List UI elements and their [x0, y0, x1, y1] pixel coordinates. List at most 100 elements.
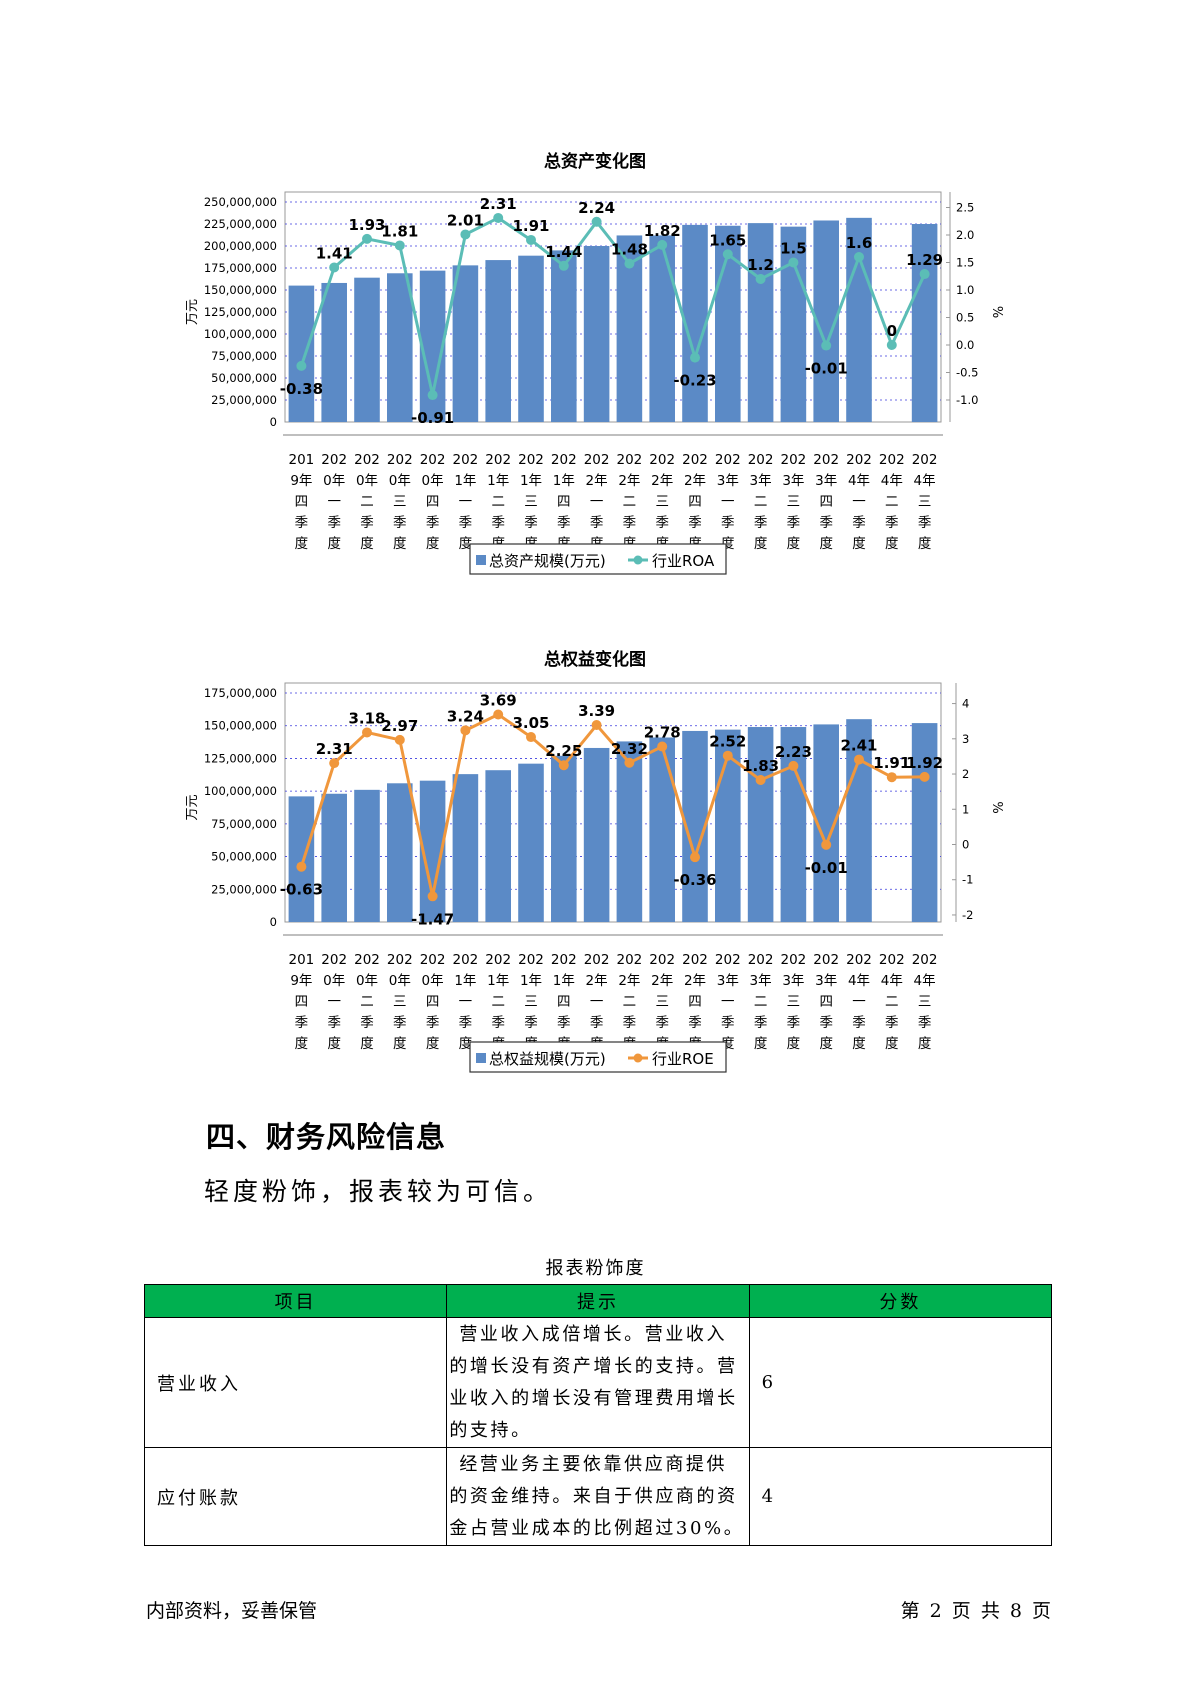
x-tick-label: 2年 — [684, 473, 706, 489]
x-tick-label: 一 — [590, 494, 604, 510]
legend-bar-label: 总权益规模(万元) — [489, 1050, 606, 1068]
data-label: 1.93 — [348, 216, 385, 234]
legend-bar-label: 总资产规模(万元) — [489, 552, 606, 570]
table-cell-score: 6 — [748, 1317, 1053, 1448]
x-tick-label: 4年 — [914, 973, 936, 989]
x-tick-label: 3年 — [750, 473, 772, 489]
data-label: 1.2 — [747, 256, 774, 274]
y2-tick-label: 2.5 — [956, 201, 974, 215]
x-tick-label: 2年 — [651, 473, 673, 489]
table-header: 项目 — [143, 1284, 448, 1318]
x-tick-label: 季 — [918, 1015, 932, 1031]
total-equity-chart: 总权益变化图 175,000,000 150,000,000 125,000,000 1… — [0, 638, 1191, 1098]
x-tick-label: 202 — [649, 952, 675, 968]
x-tick-label: 202 — [617, 452, 643, 468]
x-tick-label: 度 — [426, 536, 440, 552]
y2-tick-label: -1.0 — [956, 393, 978, 407]
bar — [911, 723, 938, 922]
x-tick-label: 3年 — [782, 473, 804, 489]
line-point — [886, 340, 897, 350]
x-tick-label: 202 — [453, 952, 479, 968]
x-tick-label: 三 — [918, 494, 932, 510]
y-tick-label: 150,000,000 — [204, 283, 277, 297]
x-tick-label: 季 — [360, 515, 374, 531]
y2-tick-label: -1 — [962, 873, 973, 887]
data-label: 2.41 — [840, 737, 877, 755]
x-tick-label: 1年 — [520, 473, 542, 489]
table-row: 营业收入 营业收入成倍增长。营业收入的增长没有资产增长的支持。营业收入的增长没有… — [143, 1317, 1053, 1448]
x-tick-label: 三 — [787, 494, 801, 510]
x-tick-label: 季 — [852, 1015, 866, 1031]
x-tick-label: 3年 — [815, 473, 837, 489]
x-tick-label: 度 — [327, 536, 341, 552]
data-label: 2.24 — [578, 199, 615, 217]
table-cell-hint: 营业收入成倍增长。营业收入的增长没有资产增长的支持。营业收入的增长没有管理费用增… — [446, 1317, 750, 1448]
x-tick-label: 9年 — [290, 473, 312, 489]
bar — [321, 282, 347, 422]
x-tick-label: 3年 — [750, 973, 772, 989]
x-tick-label: 四 — [295, 494, 309, 510]
line-point — [722, 249, 733, 260]
x-tick-label: 度 — [393, 1036, 407, 1052]
line-point — [690, 852, 700, 863]
x-tick-label: 2年 — [586, 473, 608, 489]
line-point — [886, 772, 897, 783]
x-tick-label: 202 — [748, 452, 774, 468]
legend-line-label: 行业ROA — [652, 552, 715, 570]
footer-page-number: 第 2 页 共 8 页 — [900, 1600, 1051, 1622]
bar — [452, 774, 479, 922]
x-tick-label: 季 — [721, 515, 735, 531]
y-tick-label: 75,000,000 — [211, 817, 277, 831]
y2-tick-label: -2 — [962, 908, 973, 922]
x-tick-label: 202 — [551, 452, 577, 468]
bar — [846, 719, 872, 922]
bar — [288, 285, 315, 422]
x-tick-label: 三 — [393, 994, 407, 1010]
x-tick-label: 季 — [655, 1015, 669, 1031]
y2-axis-label: % — [989, 801, 1004, 813]
x-tick-label: 4年 — [848, 473, 870, 489]
footer-left: 内部资料，妥善保管 — [146, 1600, 318, 1622]
data-label: 3.18 — [348, 709, 385, 727]
x-tick-label: 季 — [426, 515, 440, 531]
line-point — [394, 734, 405, 745]
y-tick-label: 125,000,000 — [204, 751, 277, 765]
x-tick-label: 1年 — [553, 973, 575, 989]
bar — [649, 737, 675, 922]
section-title: 四、财务风险信息 — [206, 1120, 447, 1154]
x-tick-label: 度 — [327, 1036, 341, 1052]
y2-tick-label: 1 — [962, 802, 969, 816]
x-tick-label: 季 — [426, 1015, 440, 1031]
line-point — [657, 741, 668, 752]
x-tick-label: 季 — [885, 515, 899, 531]
line-point — [854, 252, 864, 262]
line-point — [460, 229, 471, 240]
data-label: 3.05 — [512, 714, 549, 732]
x-tick-label: 0年 — [323, 473, 345, 489]
bar — [485, 770, 511, 922]
x-tick-label: 度 — [426, 1036, 440, 1052]
table-caption: 报表粉饰度 — [545, 1258, 646, 1279]
x-tick-label: 季 — [524, 1015, 538, 1031]
data-label: -0.01 — [805, 859, 848, 877]
x-tick-label: 二 — [491, 494, 505, 510]
x-tick-label: 季 — [754, 515, 768, 531]
x-tick-label: 一 — [852, 494, 866, 510]
legend-box — [469, 1041, 727, 1073]
data-label: 1.29 — [906, 251, 943, 269]
x-tick-label: 2年 — [651, 973, 673, 989]
x-tick-label: 二 — [754, 494, 768, 510]
table-cell-item: 营业收入 — [143, 1317, 448, 1448]
x-tick-label: 三 — [655, 994, 669, 1010]
y2-tick-label: 4 — [962, 697, 969, 711]
section-text: 轻度粉饰，报表较为可信。 — [204, 1177, 553, 1206]
x-tick-label: 三 — [787, 994, 801, 1010]
line-point — [690, 352, 700, 363]
legend-bar-swatch — [476, 1053, 486, 1063]
x-tick-label: 1年 — [454, 473, 476, 489]
y-tick-label: 50,000,000 — [211, 850, 277, 864]
x-tick-label: 度 — [885, 1036, 899, 1052]
bar — [616, 741, 643, 922]
x-tick-label: 四 — [426, 994, 440, 1010]
bar — [583, 747, 610, 922]
